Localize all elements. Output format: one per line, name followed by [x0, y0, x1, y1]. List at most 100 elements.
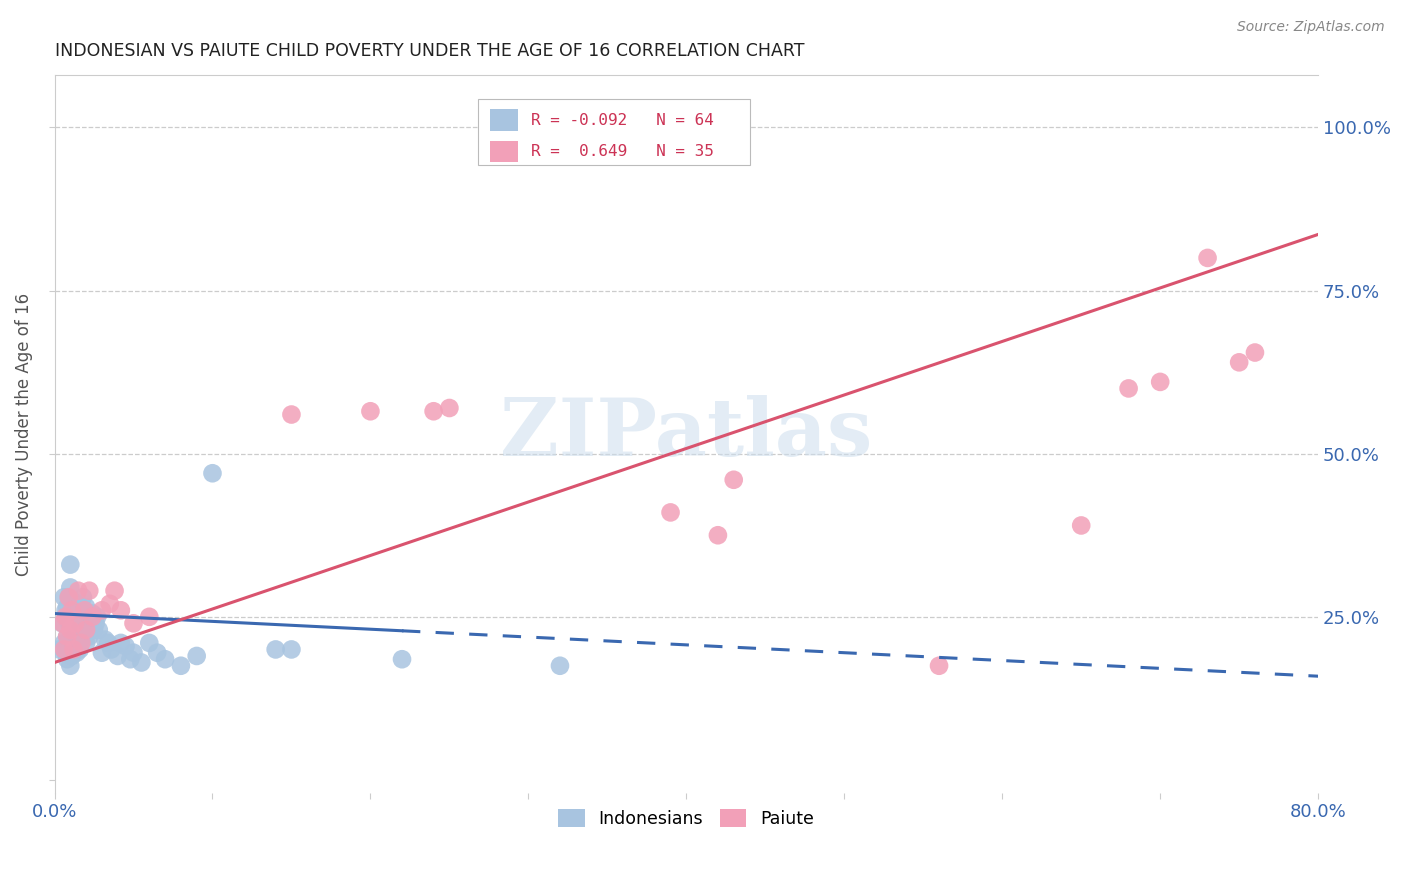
- Point: [63, 639, 86, 653]
- FancyBboxPatch shape: [478, 99, 749, 165]
- Point: [1244, 345, 1267, 359]
- Point: [103, 583, 125, 598]
- Point: [70, 636, 93, 650]
- Point: [359, 404, 381, 418]
- Point: [73, 603, 96, 617]
- Point: [1149, 375, 1171, 389]
- Point: [60, 619, 83, 633]
- Point: [51, 616, 73, 631]
- Point: [58, 591, 80, 605]
- Point: [59, 581, 82, 595]
- Point: [51, 616, 73, 631]
- Point: [94, 632, 117, 647]
- Point: [107, 648, 129, 663]
- Point: [98, 597, 121, 611]
- Point: [100, 642, 122, 657]
- Text: ZIPatlas: ZIPatlas: [501, 395, 873, 473]
- Point: [391, 652, 413, 666]
- Point: [62, 629, 84, 643]
- Point: [56, 629, 79, 643]
- Point: [63, 603, 86, 617]
- Point: [59, 636, 82, 650]
- Point: [69, 603, 91, 617]
- Point: [1118, 381, 1140, 395]
- Point: [264, 642, 287, 657]
- Point: [548, 658, 571, 673]
- Point: [122, 616, 145, 631]
- Text: Source: ZipAtlas.com: Source: ZipAtlas.com: [1237, 20, 1385, 34]
- Point: [110, 636, 132, 650]
- Point: [186, 648, 208, 663]
- Point: [77, 629, 100, 643]
- Point: [67, 583, 90, 598]
- Point: [82, 607, 104, 621]
- Point: [1070, 518, 1092, 533]
- FancyBboxPatch shape: [491, 141, 519, 162]
- Point: [110, 603, 132, 617]
- Point: [59, 623, 82, 637]
- Point: [72, 626, 94, 640]
- Text: R = -0.092   N = 64: R = -0.092 N = 64: [531, 112, 714, 128]
- Point: [280, 642, 302, 657]
- Point: [67, 597, 90, 611]
- Point: [66, 609, 89, 624]
- Point: [67, 632, 90, 647]
- Point: [1197, 251, 1219, 265]
- Point: [77, 583, 100, 598]
- Point: [75, 623, 97, 637]
- Point: [75, 600, 97, 615]
- Point: [131, 656, 153, 670]
- Point: [928, 658, 950, 673]
- Point: [97, 636, 120, 650]
- Text: INDONESIAN VS PAIUTE CHILD POVERTY UNDER THE AGE OF 16 CORRELATION CHART: INDONESIAN VS PAIUTE CHILD POVERTY UNDER…: [55, 42, 804, 60]
- Point: [86, 609, 108, 624]
- Point: [58, 616, 80, 631]
- Text: R =  0.649   N = 35: R = 0.649 N = 35: [531, 145, 714, 159]
- Point: [58, 642, 80, 657]
- Point: [63, 616, 86, 631]
- Point: [53, 642, 76, 657]
- Point: [60, 603, 83, 617]
- Point: [82, 609, 104, 624]
- Point: [69, 642, 91, 657]
- Point: [58, 591, 80, 605]
- Point: [59, 609, 82, 624]
- Point: [707, 528, 730, 542]
- Point: [90, 646, 112, 660]
- Point: [48, 642, 70, 657]
- Point: [56, 629, 79, 643]
- Point: [439, 401, 461, 415]
- Point: [90, 603, 112, 617]
- Point: [153, 652, 176, 666]
- Point: [55, 609, 77, 624]
- Point: [62, 597, 84, 611]
- Point: [170, 658, 193, 673]
- Point: [422, 404, 444, 418]
- Y-axis label: Child Poverty Under the Age of 16: Child Poverty Under the Age of 16: [15, 293, 32, 575]
- Point: [138, 636, 160, 650]
- Point: [59, 558, 82, 572]
- Point: [59, 658, 82, 673]
- Point: [55, 646, 77, 660]
- Point: [1227, 355, 1250, 369]
- Point: [60, 593, 83, 607]
- Point: [70, 616, 93, 631]
- Point: [138, 609, 160, 624]
- Point: [84, 616, 107, 631]
- Point: [280, 408, 302, 422]
- Point: [114, 639, 136, 653]
- Point: [723, 473, 745, 487]
- Point: [201, 467, 224, 481]
- Point: [146, 646, 169, 660]
- Point: [87, 623, 110, 637]
- Point: [659, 505, 682, 519]
- Point: [122, 646, 145, 660]
- FancyBboxPatch shape: [491, 109, 519, 131]
- Point: [83, 623, 105, 637]
- Point: [72, 591, 94, 605]
- Point: [62, 642, 84, 657]
- Point: [53, 591, 76, 605]
- Legend: Indonesians, Paiute: Indonesians, Paiute: [551, 802, 821, 835]
- Point: [56, 652, 79, 666]
- Point: [66, 646, 89, 660]
